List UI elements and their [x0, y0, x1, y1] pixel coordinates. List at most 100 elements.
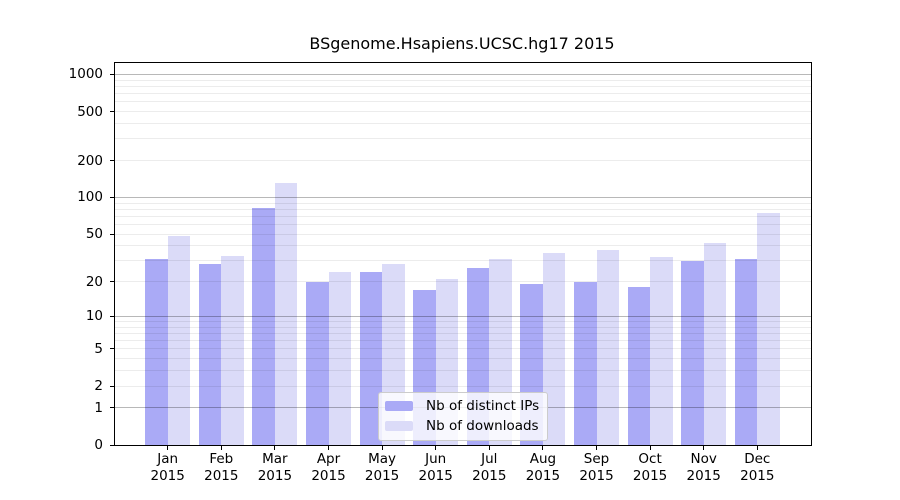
- y-tick-mark: [110, 281, 115, 283]
- x-tick-label: Sep 2015: [579, 451, 614, 484]
- gridline-10: [115, 315, 811, 317]
- y-tick-label: 0: [94, 437, 103, 453]
- y-tick-mark: [110, 407, 115, 409]
- gridline-9: [115, 321, 811, 322]
- bar-downloads-nov: [703, 243, 727, 445]
- x-tick-label: Dec 2015: [740, 451, 775, 484]
- y-tick-label: 1: [94, 399, 103, 416]
- x-tick-label: Jan 2015: [150, 451, 185, 484]
- legend-item: Nb of distinct IPs: [385, 398, 539, 414]
- bar-distinct-ips-mar: [252, 207, 275, 445]
- bar-distinct-ips-sep: [574, 281, 597, 445]
- y-tick-mark: [110, 233, 115, 235]
- gridline-400: [115, 123, 811, 124]
- gridline-200: [115, 160, 811, 162]
- x-tick-mark: [328, 445, 329, 450]
- x-tick-label: May 2015: [364, 451, 400, 484]
- x-tick-label: Nov 2015: [686, 451, 721, 484]
- y-tick-label: 20: [85, 273, 103, 290]
- legend-swatch: [385, 421, 413, 431]
- x-tick-mark: [381, 445, 383, 450]
- bar-downloads-aug: [542, 252, 566, 445]
- bar-downloads-feb: [221, 255, 244, 445]
- legend-label: Nb of downloads: [426, 418, 539, 434]
- gridline-1000: [115, 73, 811, 75]
- legend-item: Nb of downloads: [385, 418, 539, 434]
- gridline-4: [115, 358, 811, 360]
- y-tick-mark: [110, 73, 115, 75]
- gridline-8: [115, 326, 811, 328]
- bar-downloads-sep: [596, 249, 619, 445]
- x-tick-mark: [596, 445, 597, 450]
- y-tick-mark: [110, 444, 115, 446]
- gridline-30: [115, 260, 811, 262]
- gridline-300: [115, 138, 811, 140]
- plot-area: 0 1 2 5 10 20 50 100 200 500 1000 Jan 2015 Feb 2015 M…: [69, 62, 812, 484]
- bar-distinct-ips-jan: [145, 259, 168, 445]
- y-tick-label: 2: [94, 378, 103, 395]
- gridline-2: [115, 385, 811, 387]
- chart-title: BSgenome.Hsapiens.UCSC.hg17 2015: [309, 34, 615, 53]
- x-tick-label: Jun 2015: [418, 451, 453, 484]
- y-tick-mark: [110, 385, 115, 387]
- bar-distinct-ips-nov: [681, 260, 704, 445]
- x-tick-label: Apr 2015: [311, 451, 346, 484]
- bar-distinct-ips-dec: [734, 259, 758, 445]
- bar-distinct-ips-apr: [306, 281, 329, 445]
- y-tick-mark: [110, 111, 115, 113]
- x-tick-label: Aug 2015: [525, 451, 561, 484]
- bar-downloads-mar: [274, 182, 298, 445]
- gridline-80: [115, 208, 811, 210]
- y-tick-label: 10: [85, 308, 103, 325]
- x-tick-label: Oct 2015: [632, 451, 668, 484]
- gridline-600: [115, 101, 811, 103]
- legend-label: Nb of distinct IPs: [426, 398, 540, 414]
- y-tick-label: 50: [85, 226, 103, 243]
- y-tick-label: 200: [77, 152, 103, 169]
- gridline-800: [115, 85, 811, 87]
- y-tick-label: 100: [77, 189, 103, 206]
- gridline-40: [115, 245, 811, 247]
- legend-swatch: [385, 401, 413, 411]
- gridline-7: [115, 332, 811, 334]
- bar-downloads-oct: [650, 257, 673, 445]
- gridline-100: [115, 196, 811, 198]
- x-tick-mark: [220, 445, 222, 450]
- y-tick-mark: [110, 348, 115, 350]
- x-tick-mark: [542, 445, 544, 450]
- y-tick-mark: [110, 196, 115, 198]
- y-tick-label: 5: [94, 340, 103, 357]
- y-tick-mark: [110, 160, 115, 162]
- x-tick-label: Feb 2015: [204, 451, 239, 484]
- y-tick-mark: [110, 315, 115, 317]
- gridline-500: [115, 111, 811, 113]
- bar-distinct-ips-feb: [198, 264, 222, 445]
- gridline-90: [115, 202, 811, 204]
- x-tick-label: Jul 2015: [472, 451, 507, 484]
- x-tick-mark: [649, 445, 651, 450]
- y-tick-label: 500: [77, 103, 103, 120]
- x-tick-label: Mar 2015: [257, 451, 293, 484]
- x-tick-mark: [756, 445, 758, 450]
- x-tick-mark: [274, 445, 276, 450]
- gridline-70: [115, 215, 811, 217]
- bar-downloads-jan: [167, 236, 191, 445]
- bar-downloads-apr: [328, 272, 351, 445]
- gridline-20: [115, 281, 811, 283]
- gridline-5: [115, 348, 811, 350]
- x-tick-mark: [703, 445, 705, 450]
- x-tick-mark: [167, 445, 169, 450]
- legend: Nb of distinct IPs Nb of downloads: [378, 392, 548, 441]
- gridline-3: [115, 370, 811, 372]
- x-tick-mark: [488, 445, 490, 450]
- gridline-6: [115, 340, 811, 342]
- gridline-60: [115, 224, 811, 225]
- gridline-900: [115, 79, 811, 81]
- y-tick-label: 1000: [68, 66, 103, 83]
- bar-downloads-dec: [757, 212, 780, 445]
- bar-distinct-ips-oct: [627, 287, 651, 445]
- bar-distinct-ips-may: [359, 272, 383, 445]
- x-tick-mark: [435, 445, 437, 450]
- gridline-50: [115, 233, 811, 235]
